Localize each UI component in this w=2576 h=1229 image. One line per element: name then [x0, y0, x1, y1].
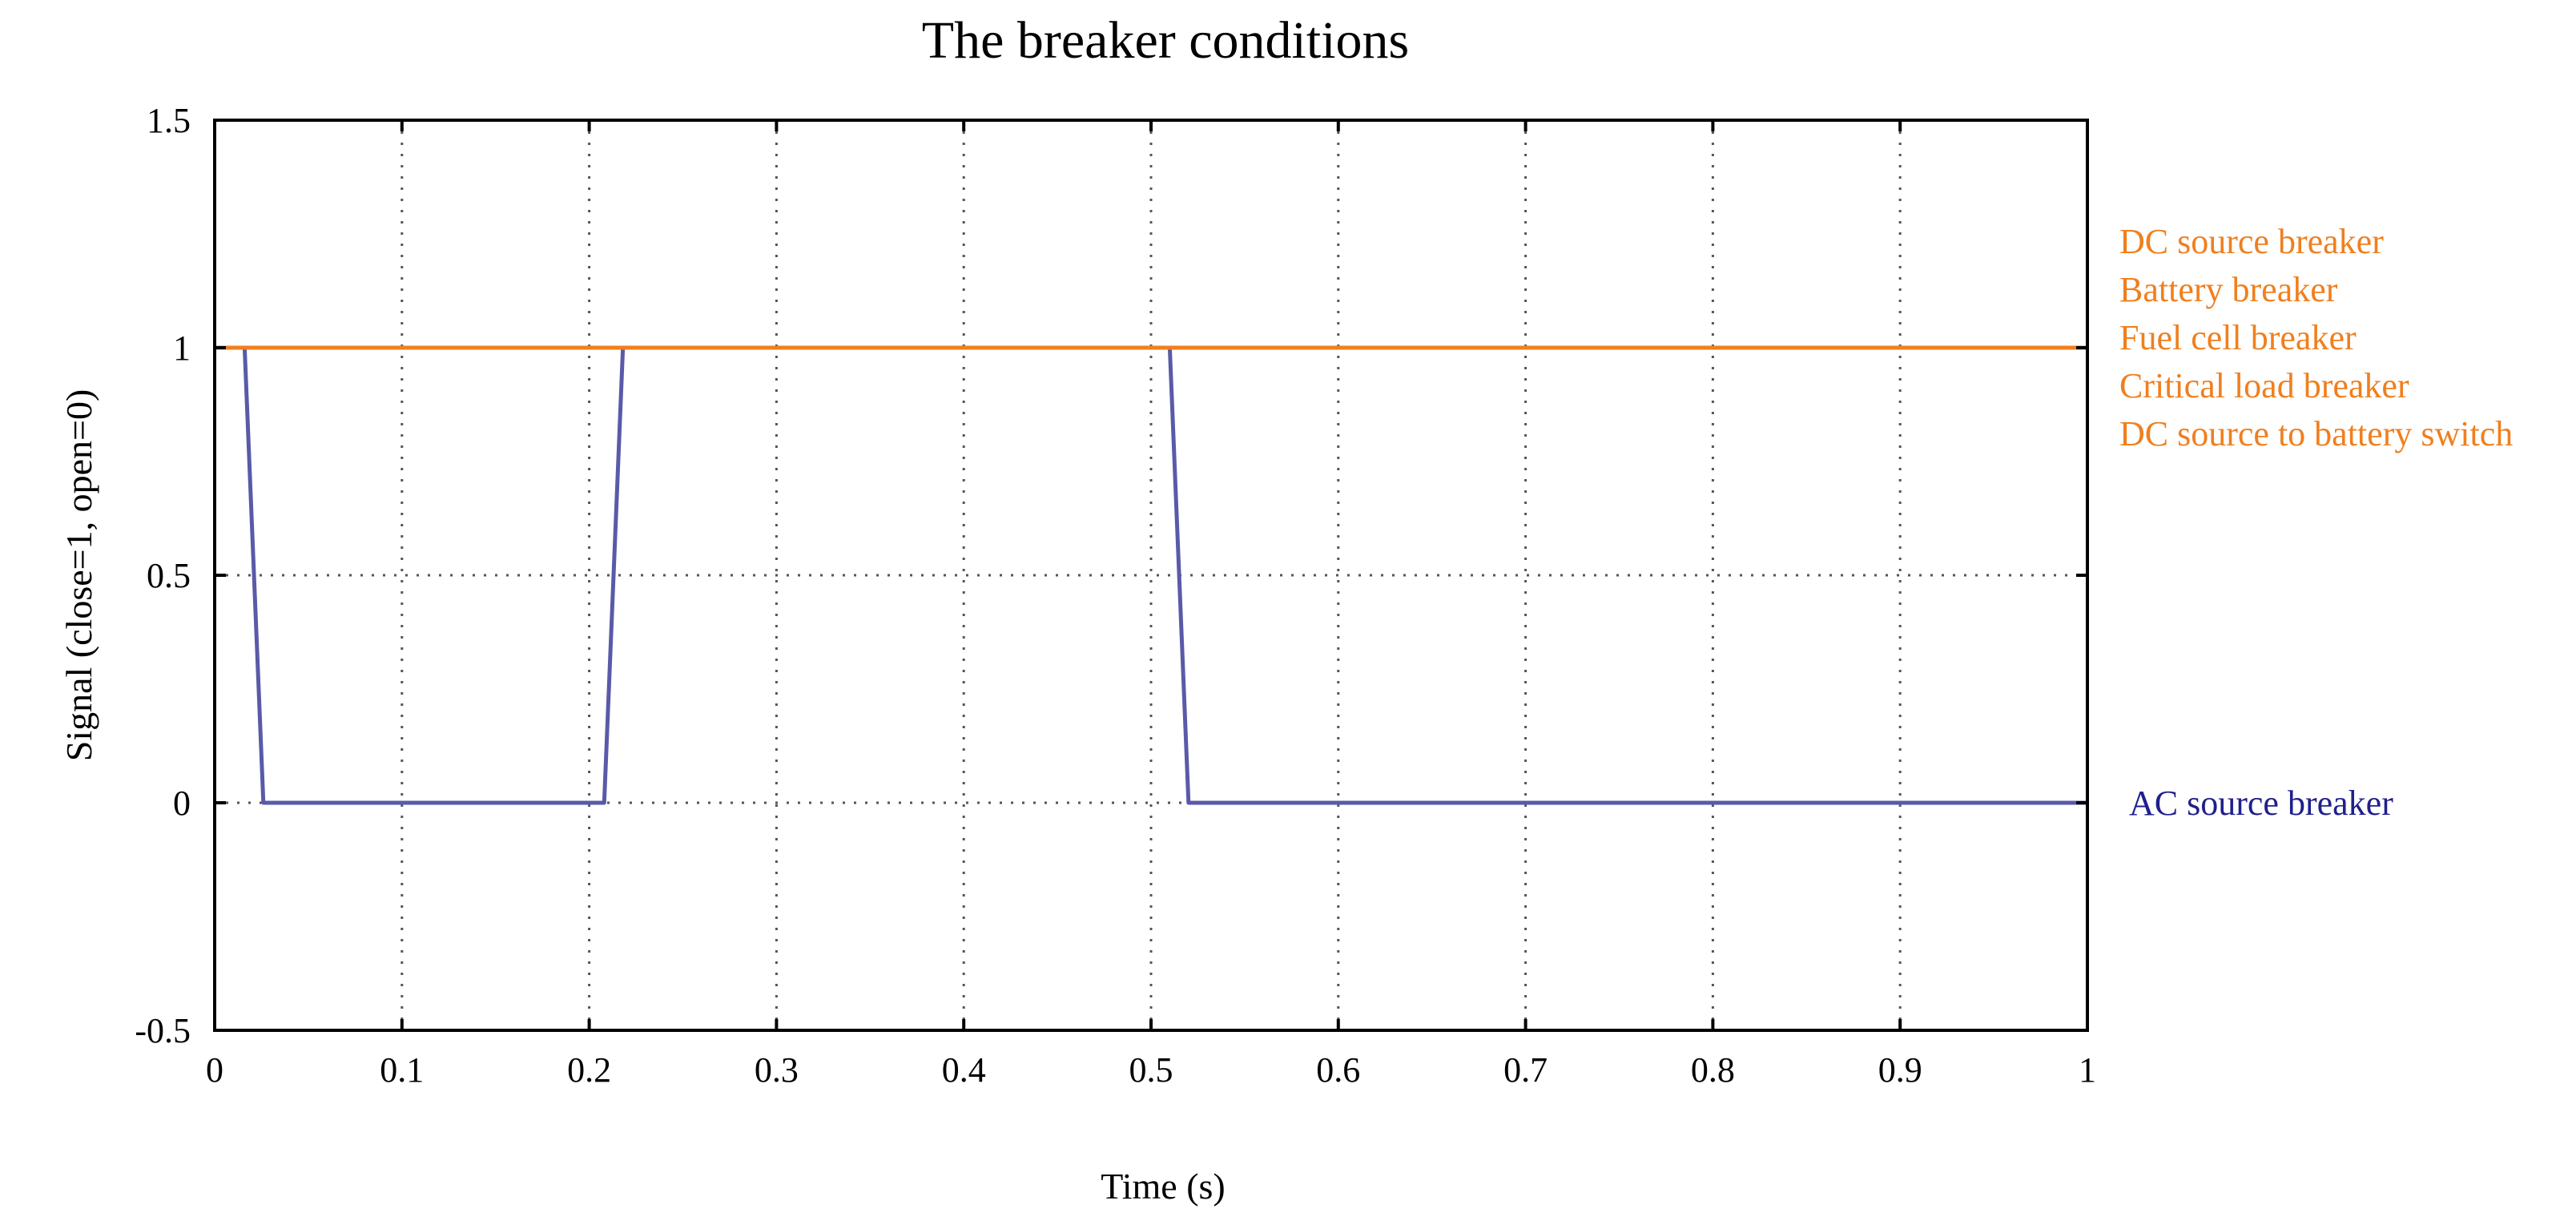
x-tick-label: 0.2 [567, 1050, 611, 1090]
series-line-ac-source-breaker [215, 345, 2087, 805]
x-tick-label: 1 [2079, 1050, 2096, 1090]
series-label-ac-source-breaker: AC source breaker [2129, 784, 2393, 823]
y-tick-label: 0 [173, 784, 191, 823]
chart-title: The breaker conditions [922, 11, 1409, 70]
series-label-fuel-cell-breaker: Fuel cell breaker [2119, 318, 2357, 357]
x-tick-label: 0.6 [1316, 1050, 1360, 1090]
x-axis-label: Time (s) [1101, 1166, 1226, 1207]
x-tick-label: 0.5 [1129, 1050, 1173, 1090]
series-labels: DC source breaker Battery breaker Fuel cel… [2119, 222, 2513, 823]
series-lines [215, 345, 2087, 805]
x-tick-label: 0 [206, 1050, 223, 1090]
x-tick-label: 0.3 [755, 1050, 799, 1090]
series-label-dc-source-to-battery-switch: DC source to battery switch [2119, 414, 2513, 453]
x-tick-label: 0.8 [1691, 1050, 1735, 1090]
x-tick-label: 0.1 [380, 1050, 424, 1090]
series-label-dc-source-breaker: DC source breaker [2119, 222, 2384, 261]
y-tick-label: 1 [173, 328, 191, 368]
y-tick-label: 1.5 [147, 101, 191, 140]
y-axis-label: Signal (close=1, open=0) [58, 389, 99, 762]
series-label-battery-breaker: Battery breaker [2119, 270, 2338, 309]
x-tick-label: 0.9 [1878, 1050, 1922, 1090]
x-tick-label: 0.4 [942, 1050, 986, 1090]
series-label-critical-load-breaker: Critical load breaker [2119, 366, 2409, 405]
y-tick-label: -0.5 [135, 1011, 191, 1050]
x-tick-label: 0.7 [1503, 1050, 1548, 1090]
axis-ticks: 0 0.1 0.2 0.3 0.4 0.5 0.6 0.7 0.8 0.9 1 -0.5 0 0.5 1 1.… [135, 101, 2096, 1090]
y-tick-label: 0.5 [147, 556, 191, 595]
